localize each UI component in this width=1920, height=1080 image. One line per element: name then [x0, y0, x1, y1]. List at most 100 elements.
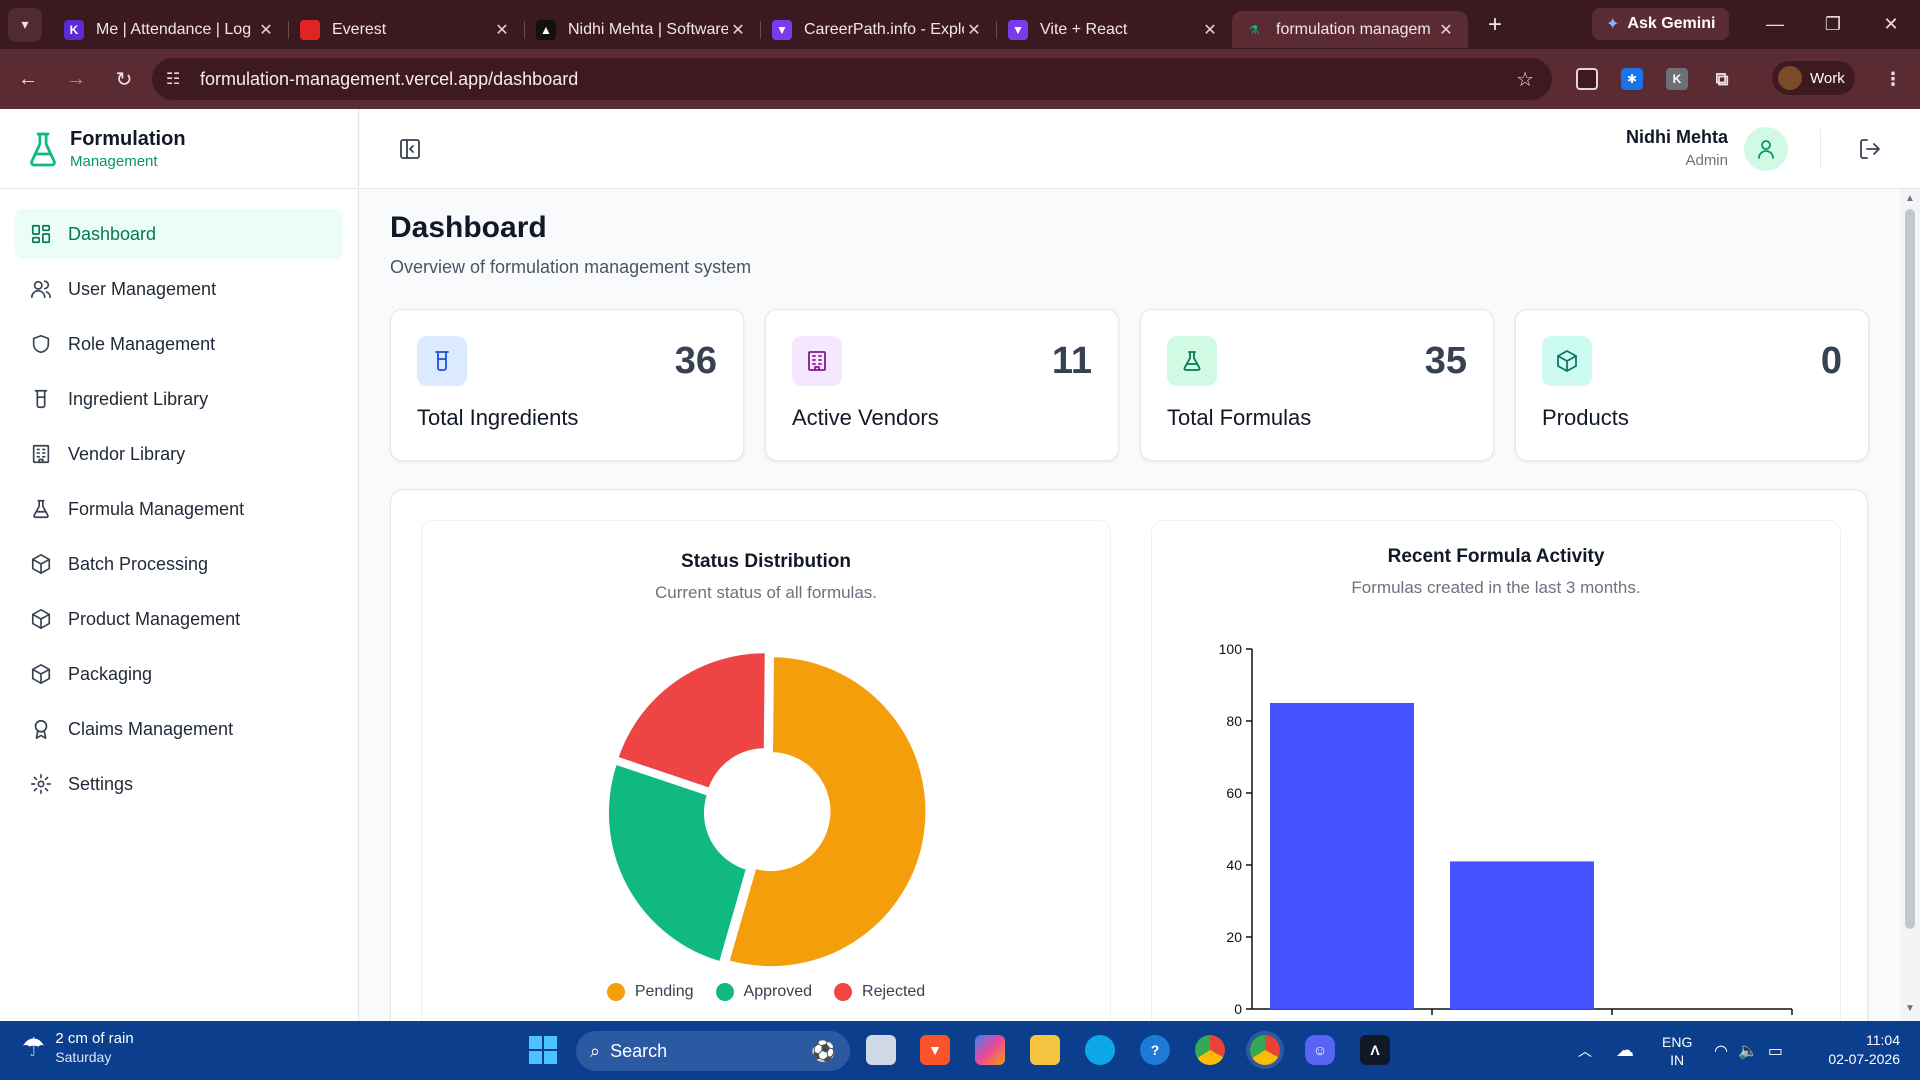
scroll-up-arrow[interactable]: ▲: [1905, 193, 1915, 204]
brave-browser-icon[interactable]: ▼: [920, 1035, 950, 1065]
sidebar-item-role-management[interactable]: Role Management: [15, 319, 343, 369]
reading-mode-icon[interactable]: [1576, 68, 1598, 90]
activity-chart-title: Recent Formula Activity: [1387, 546, 1605, 567]
browser-tab[interactable]: K Me | Attendance | Log ✕: [52, 11, 289, 48]
legend-label: Rejected: [862, 983, 926, 1000]
page-scrollbar[interactable]: ▲ ▼: [1900, 189, 1920, 1021]
system-status-icons[interactable]: ◠ 🔈 ▭: [1714, 1021, 1783, 1080]
restore-button[interactable]: ❐: [1824, 14, 1842, 34]
stat-value: 11: [1051, 340, 1092, 382]
donut-slice-pending[interactable]: [726, 654, 929, 970]
scrollbar-thumb[interactable]: [1905, 209, 1915, 929]
new-tab-button[interactable]: +: [1487, 10, 1502, 38]
sidebar-item-user-management[interactable]: User Management: [15, 264, 343, 314]
bar-may[interactable]: [1270, 703, 1414, 1009]
show-hidden-icons[interactable]: ︿: [1578, 1042, 1592, 1059]
sidebar-item-label: Vendor Library: [68, 443, 186, 464]
sidebar-item-packaging[interactable]: Packaging: [15, 649, 343, 699]
sidebar-item-label: Product Management: [68, 608, 241, 629]
tab-close-icon[interactable]: ✕: [1203, 21, 1217, 39]
tab-close-icon[interactable]: ✕: [967, 21, 981, 39]
lang-line2: IN: [1670, 1051, 1685, 1068]
chrome-icon[interactable]: [1195, 1035, 1225, 1065]
donut-slice-rejected[interactable]: [614, 650, 768, 792]
legend-swatch: [834, 983, 853, 1001]
stat-card-products[interactable]: 0 Products: [1515, 309, 1869, 461]
browser-tab[interactable]: ⚗ formulation managem ✕: [1232, 11, 1468, 48]
legend-swatch: [606, 983, 625, 1001]
logout-icon[interactable]: [1858, 137, 1882, 161]
sidebar-item-dashboard[interactable]: Dashboard: [15, 209, 343, 259]
tab-close-icon[interactable]: ✕: [731, 21, 745, 39]
browser-tab[interactable]: Everest ✕: [288, 11, 525, 48]
clock[interactable]: 11:04 02-07-2026: [1818, 1031, 1900, 1069]
legend-item-pending[interactable]: Pending: [606, 983, 694, 1001]
x-tick-label: MAY: [1327, 1018, 1357, 1021]
sidebar-item-batch-processing[interactable]: Batch Processing: [15, 539, 343, 589]
x-tick-label: JUN: [1508, 1018, 1535, 1021]
sidebar-item-vendor-library[interactable]: Vendor Library: [15, 429, 343, 479]
gear-icon: [31, 774, 51, 794]
tab-favicon: ▼: [1008, 19, 1028, 40]
scroll-down-arrow[interactable]: ▼: [1905, 1003, 1915, 1014]
flask-logo-icon: [30, 132, 56, 166]
browser-tab[interactable]: ▲ Nidhi Mehta | Software ✕: [524, 11, 761, 48]
discord-icon[interactable]: ☺: [1305, 1035, 1335, 1065]
tab-search-button[interactable]: ▾: [8, 7, 42, 42]
copilot-icon[interactable]: [975, 1035, 1005, 1065]
file-explorer-icon[interactable]: [1030, 1035, 1060, 1065]
sidebar-toggle-icon[interactable]: [398, 137, 422, 161]
browser-menu-icon[interactable]: ⋮: [1884, 68, 1902, 89]
chrome-work-profile-icon[interactable]: [1250, 1035, 1280, 1065]
task-view-icon[interactable]: [866, 1035, 896, 1065]
sidebar-item-formula-management[interactable]: Formula Management: [15, 484, 343, 534]
sidebar-item-claims-management[interactable]: Claims Management: [15, 704, 343, 754]
reload-button[interactable]: ↻: [115, 68, 133, 91]
browser-tab[interactable]: ▼ Vite + React ✕: [996, 11, 1233, 48]
weather-widget[interactable]: ☂ 2 cm of rain Saturday: [22, 1030, 134, 1065]
bar-jun[interactable]: [1450, 861, 1594, 1009]
onedrive-cloud-icon[interactable]: ☁: [1616, 1040, 1634, 1060]
site-info-icon[interactable]: ☷: [166, 71, 181, 88]
stat-value: 35: [1424, 340, 1467, 382]
sidebar-item-ingredient-library[interactable]: Ingredient Library: [15, 374, 343, 424]
beaker-icon: [435, 351, 449, 371]
user-avatar[interactable]: [1744, 127, 1788, 171]
tab-close-icon[interactable]: ✕: [259, 21, 273, 39]
sidebar-item-product-management[interactable]: Product Management: [15, 594, 343, 644]
extensions-puzzle-icon[interactable]: ⧉: [1715, 68, 1729, 89]
profile-button[interactable]: Work: [1772, 61, 1855, 95]
sidebar-item-settings[interactable]: Settings: [15, 759, 343, 809]
tab-close-icon[interactable]: ✕: [1439, 21, 1453, 39]
language-indicator[interactable]: ENG IN: [1662, 1021, 1692, 1080]
legend-item-rejected[interactable]: Rejected: [834, 983, 925, 1001]
app-a-icon[interactable]: Λ: [1360, 1035, 1390, 1065]
sidebar-nav: Dashboard User Management Role Management I…: [0, 189, 358, 809]
legend-item-approved[interactable]: Approved: [715, 983, 812, 1001]
address-bar[interactable]: ☷ formulation-management.vercel.app/dash…: [152, 58, 1552, 100]
bookmark-star-icon[interactable]: ☆: [1516, 68, 1534, 91]
stat-card-total-formulas[interactable]: 35 Total Formulas: [1140, 309, 1494, 461]
forward-button[interactable]: →: [66, 67, 86, 90]
tab-title: Vite + React: [1040, 20, 1128, 38]
taskbar-search[interactable]: ⌕ Search ⚽: [576, 1031, 850, 1071]
brand[interactable]: Formulation Management: [0, 109, 358, 189]
donut-slice-approved[interactable]: [605, 761, 750, 965]
stat-card-active-vendors[interactable]: 11 Active Vendors: [765, 309, 1119, 461]
taskbar-search-label: Search: [610, 1040, 668, 1061]
minimize-button[interactable]: —: [1766, 14, 1784, 34]
browser-tab[interactable]: ▼ CareerPath.info - Explo ✕: [760, 11, 997, 48]
stat-card-total-ingredients[interactable]: 36 Total Ingredients: [390, 309, 744, 461]
tab-close-icon[interactable]: ✕: [495, 21, 509, 39]
help-icon[interactable]: ?: [1140, 1035, 1170, 1065]
award-icon: [34, 719, 48, 739]
extension-k-icon[interactable]: K: [1666, 68, 1688, 90]
edge-browser-icon[interactable]: [1085, 1035, 1115, 1065]
extension-snowflake-icon[interactable]: ✱: [1621, 68, 1643, 90]
tab-separator: [760, 21, 761, 39]
stat-label: Active Vendors: [792, 405, 939, 430]
ask-gemini-button[interactable]: ✦ Ask Gemini: [1592, 8, 1730, 40]
windows-start-icon[interactable]: [528, 1035, 558, 1065]
close-window-button[interactable]: ✕: [1883, 14, 1899, 34]
back-button[interactable]: ←: [18, 67, 38, 90]
